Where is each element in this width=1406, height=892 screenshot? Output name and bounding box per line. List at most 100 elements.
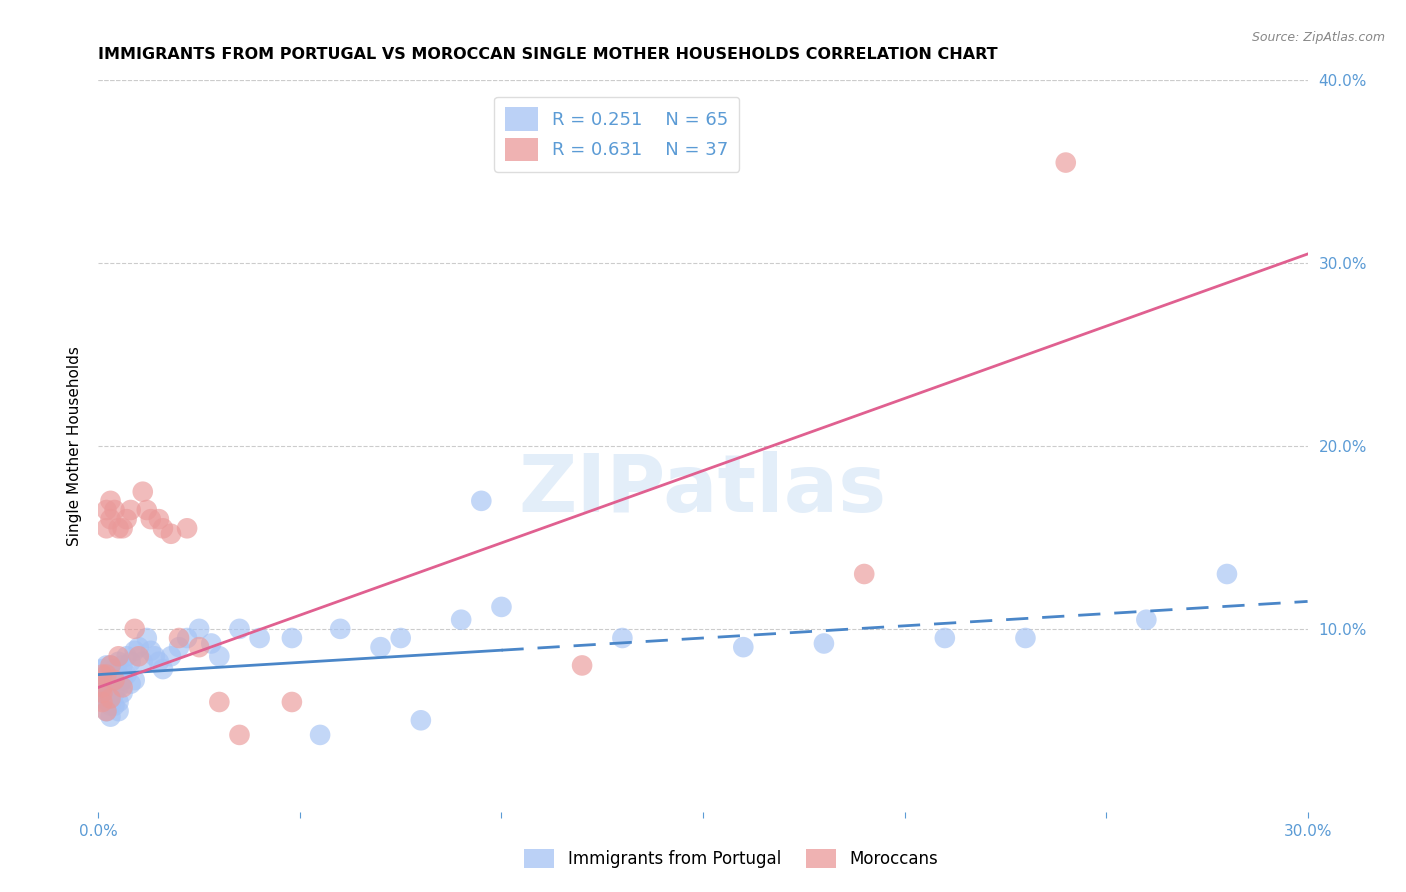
Point [100, 698, 122, 713]
Point [124, 622, 146, 636]
Point [91, 667, 114, 681]
Point [96, 686, 118, 700]
Point [100, 681, 122, 695]
Point [103, 673, 125, 687]
Point [103, 503, 125, 517]
Point [91, 673, 114, 687]
Point [208, 695, 231, 709]
Point [124, 673, 146, 687]
Point [120, 655, 142, 669]
Point [160, 526, 183, 541]
Point [107, 704, 129, 718]
Point [1216, 567, 1239, 582]
Point [188, 640, 211, 655]
Point [91, 691, 114, 706]
Point [115, 649, 138, 664]
Point [152, 662, 174, 676]
Point [167, 631, 190, 645]
Point [91, 681, 114, 695]
Point [1135, 613, 1157, 627]
Point [148, 655, 170, 669]
Point [409, 714, 432, 728]
Text: IMMIGRANTS FROM PORTUGAL VS MOROCCAN SINGLE MOTHER HOUSEHOLDS CORRELATION CHART: IMMIGRANTS FROM PORTUGAL VS MOROCCAN SIN… [98, 47, 998, 62]
Point [491, 599, 513, 614]
Point [96, 667, 118, 681]
Point [96, 521, 118, 535]
Point [139, 644, 162, 658]
Point [132, 484, 155, 499]
Point [96, 704, 118, 718]
Point [135, 631, 157, 645]
Point [176, 631, 198, 645]
Point [111, 658, 134, 673]
Point [389, 631, 412, 645]
Point [1014, 631, 1036, 645]
Point [120, 676, 142, 690]
Point [96, 503, 118, 517]
Point [128, 640, 150, 655]
Text: Source: ZipAtlas.com: Source: ZipAtlas.com [1251, 31, 1385, 45]
Point [309, 728, 332, 742]
Point [135, 503, 157, 517]
Point [160, 649, 183, 664]
Point [139, 512, 162, 526]
Point [188, 622, 211, 636]
Point [96, 676, 118, 690]
Point [450, 613, 472, 627]
Point [107, 667, 129, 681]
Point [100, 709, 122, 723]
Point [100, 494, 122, 508]
Point [96, 658, 118, 673]
Point [470, 494, 492, 508]
Point [107, 655, 129, 669]
Point [934, 631, 956, 645]
Point [91, 686, 114, 700]
Legend: Immigrants from Portugal, Moroccans: Immigrants from Portugal, Moroccans [517, 842, 945, 875]
Point [571, 658, 593, 673]
Y-axis label: Single Mother Households: Single Mother Households [66, 346, 82, 546]
Point [329, 622, 352, 636]
Legend: R = 0.251    N = 65, R = 0.631    N = 37: R = 0.251 N = 65, R = 0.631 N = 37 [495, 96, 740, 172]
Point [107, 649, 129, 664]
Point [103, 673, 125, 687]
Point [100, 673, 122, 687]
Point [107, 521, 129, 535]
Point [111, 521, 134, 535]
Point [249, 631, 271, 645]
Point [143, 649, 166, 664]
Point [128, 649, 150, 664]
Point [200, 636, 222, 650]
Point [281, 695, 304, 709]
Point [103, 698, 125, 713]
Point [100, 658, 122, 673]
Point [91, 686, 114, 700]
Point [96, 667, 118, 681]
Point [208, 649, 231, 664]
Point [91, 695, 114, 709]
Point [132, 655, 155, 669]
Point [100, 658, 122, 673]
Point [96, 704, 118, 718]
Point [124, 644, 146, 658]
Point [107, 681, 129, 695]
Point [91, 681, 114, 695]
Point [100, 512, 122, 526]
Point [370, 640, 392, 655]
Point [103, 662, 125, 676]
Point [813, 636, 835, 650]
Point [115, 667, 138, 681]
Text: ZIPatlas: ZIPatlas [519, 450, 887, 529]
Point [103, 686, 125, 700]
Point [281, 631, 304, 645]
Point [176, 521, 198, 535]
Point [228, 622, 250, 636]
Point [228, 728, 250, 742]
Point [152, 521, 174, 535]
Point [853, 567, 876, 582]
Point [111, 686, 134, 700]
Point [100, 691, 122, 706]
Point [91, 662, 114, 676]
Point [733, 640, 755, 655]
Point [1054, 155, 1077, 169]
Point [107, 695, 129, 709]
